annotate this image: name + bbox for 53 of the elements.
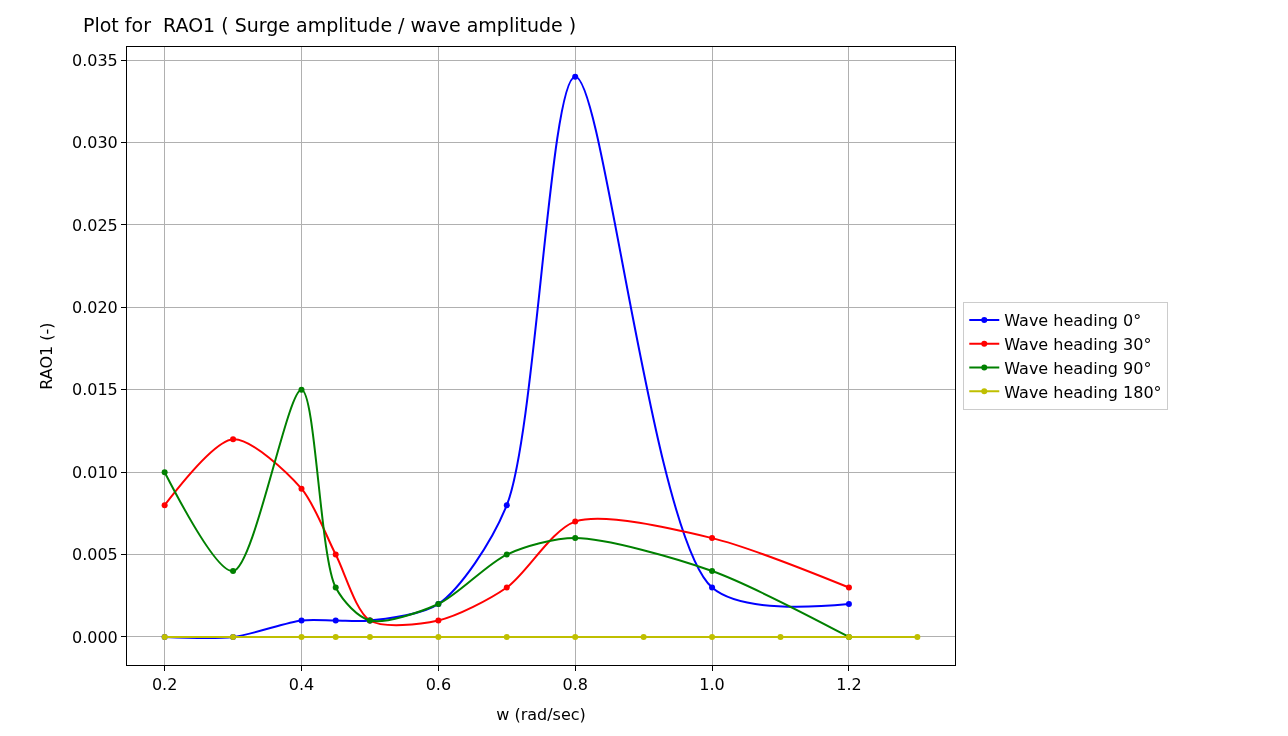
point: [332, 617, 339, 624]
point: [640, 633, 647, 640]
point: [503, 551, 510, 558]
point: [332, 633, 339, 640]
point: [709, 535, 716, 542]
y-tick-label: 0.015: [71, 380, 118, 400]
point: [161, 502, 168, 509]
legend-label: Wave heading 0°: [1004, 311, 1142, 331]
y-tick-label: 0.035: [71, 50, 118, 70]
x-tick-label: 0.6: [425, 675, 452, 695]
point: [298, 386, 305, 393]
legend-label: Wave heading 90°: [1004, 358, 1152, 378]
point: [572, 73, 579, 80]
point: [161, 469, 168, 476]
point: [572, 535, 579, 542]
point: [777, 633, 784, 640]
point: [709, 633, 716, 640]
x-tick-label: 1.2: [836, 675, 862, 695]
y-tick-label: 0.000: [71, 627, 118, 647]
point: [435, 633, 442, 640]
point: [298, 617, 305, 624]
y-tick-label: 0.025: [71, 215, 118, 235]
chart-title: Plot for RAO1 ( Surge amplitude / wave amplitude ): [83, 13, 577, 36]
y-tick-label: 0.030: [71, 133, 118, 153]
y-tick-label: 0.020: [71, 297, 118, 317]
y-axis-title: RAO1 (-): [36, 322, 56, 390]
point: [435, 617, 442, 624]
point: [709, 568, 716, 575]
x-tick-label: 0.8: [562, 675, 588, 695]
point: [332, 584, 339, 591]
y-tick-label: 0.005: [71, 545, 118, 565]
point: [709, 584, 716, 591]
point: [845, 584, 852, 591]
point: [845, 601, 852, 608]
point: [503, 502, 510, 509]
x-tick-label: 0.4: [288, 675, 315, 695]
point: [366, 633, 373, 640]
point: [572, 633, 579, 640]
point: [230, 436, 237, 443]
legend-label: Wave heading 30°: [1004, 334, 1152, 354]
point: [332, 551, 339, 558]
x-axis-title: w (rad/sec): [496, 704, 586, 724]
point: [572, 518, 579, 525]
x-tick-label: 0.2: [151, 675, 178, 695]
legend-label: Wave heading 180°: [1004, 382, 1162, 402]
point: [230, 568, 237, 575]
point: [503, 633, 510, 640]
point: [298, 485, 305, 492]
point: [298, 633, 305, 640]
point: [503, 584, 510, 591]
y-tick-label: 0.010: [71, 462, 118, 482]
point: [914, 633, 921, 640]
x-tick-label: 1.0: [699, 675, 725, 695]
